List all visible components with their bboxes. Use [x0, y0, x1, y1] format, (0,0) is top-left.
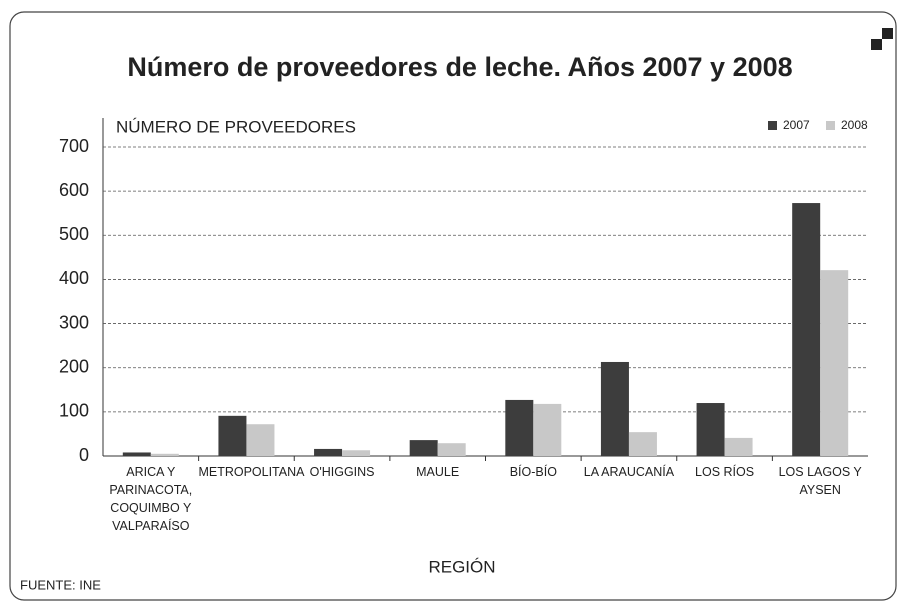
- bar: [628, 432, 657, 456]
- bar: [218, 415, 247, 456]
- bar: [533, 403, 562, 456]
- y-tick-label: 500: [59, 224, 89, 244]
- bar: [150, 453, 179, 456]
- bar: [724, 437, 753, 456]
- x-tick-label: METROPOLITANA: [198, 465, 305, 479]
- x-tick-label: O'HIGGINS: [309, 465, 375, 479]
- y-tick-label: 700: [59, 136, 89, 156]
- y-tick-label: 0: [79, 445, 89, 465]
- y-tick-label: 600: [59, 180, 89, 200]
- chart-title: Número de proveedores de leche. Años 200…: [127, 52, 792, 82]
- legend-swatch: [826, 121, 835, 130]
- x-tick-label: ARICA Y PARINACOTA, COQUIMBO Y VALPARAÍS…: [109, 465, 193, 533]
- source: FUENTE: INE: [20, 577, 101, 592]
- legend-label: 2008: [841, 118, 868, 132]
- y-tick-label: 400: [59, 268, 89, 288]
- x-tick-label: MAULE: [416, 465, 460, 479]
- y-tick-label: 100: [59, 401, 89, 421]
- y-axis-title: NÚMERO DE PROVEEDORES: [116, 117, 356, 136]
- bar: [122, 452, 151, 456]
- legend-swatch: [768, 121, 777, 130]
- bar: [246, 424, 275, 456]
- x-tick-label: LA ARAUCANÍA: [583, 465, 675, 479]
- x-tick-label: BÍO-BÍO: [509, 465, 557, 479]
- decor: [882, 28, 893, 39]
- x-axis-title: REGIÓN: [428, 557, 495, 576]
- bar: [437, 443, 466, 456]
- bar: [696, 403, 725, 456]
- bar: [314, 448, 343, 456]
- y-tick-label: 300: [59, 312, 89, 332]
- legend-label: 2007: [783, 118, 810, 132]
- y-tick-label: 200: [59, 356, 89, 376]
- bar: [792, 203, 821, 456]
- x-tick-label: LOS RÍOS: [695, 465, 755, 479]
- bar: [600, 361, 629, 456]
- bar: [820, 270, 849, 456]
- bar: [505, 399, 534, 456]
- bar: [409, 440, 438, 456]
- x-tick-label: LOS LAGOS Y AYSEN: [778, 465, 862, 497]
- bar: [342, 450, 371, 456]
- decor: [871, 39, 882, 50]
- frame: [9, 11, 897, 601]
